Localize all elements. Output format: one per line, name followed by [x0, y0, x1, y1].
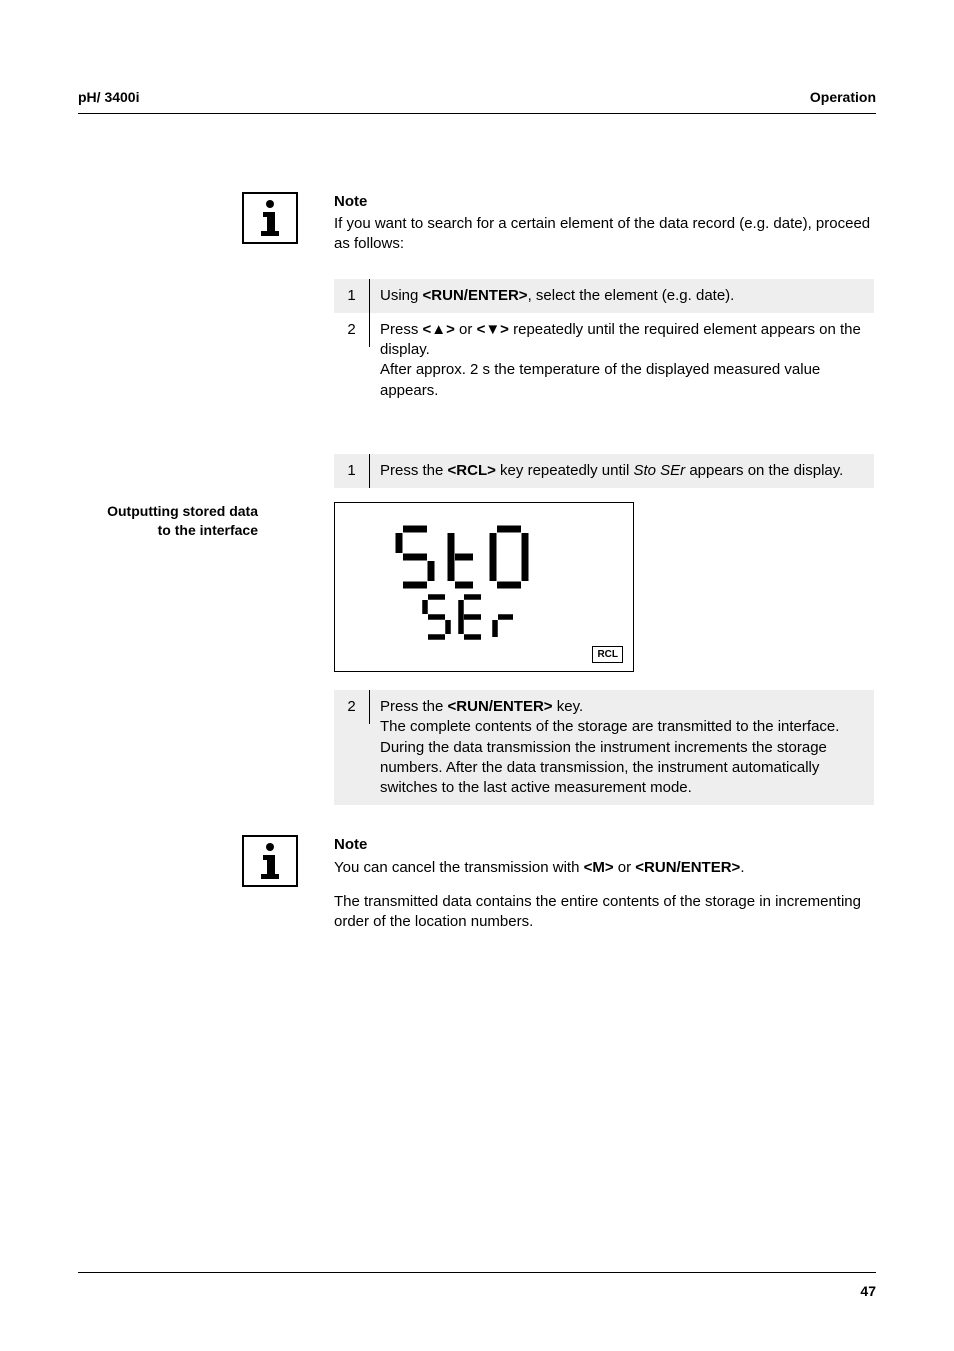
step-row: 1Press the <RCL> key repeatedly until St… [334, 454, 874, 488]
note2-line2: The transmitted data contains the entire… [334, 892, 876, 933]
step-body: Press the <RCL> key repeatedly until Sto… [370, 454, 874, 488]
search-steps: 1Using <RUN/ENTER>, select the element (… [334, 279, 874, 408]
page-header: pH/ 3400i Operation [78, 88, 876, 114]
page-number: 47 [860, 1282, 876, 1301]
info-icon [242, 192, 298, 244]
note-search: Note If you want to search for a certain… [258, 192, 876, 255]
step-row: 2Press <▲> or <▼> repeatedly until the r… [334, 313, 874, 408]
note-cancel: Note You can cancel the transmission wit… [258, 835, 876, 932]
rcl-badge: RCL [592, 646, 623, 664]
note-heading: Note [334, 835, 876, 855]
step-table-output-1: 1Press the <RCL> key repeatedly until St… [334, 454, 874, 488]
note-heading: Note [334, 192, 876, 212]
note2-line1: You can cancel the transmission with <M>… [334, 858, 876, 878]
lcd-svg [335, 503, 635, 673]
step-number: 1 [334, 279, 370, 313]
step-row: 2Press the <RUN/ENTER> key.The complete … [334, 690, 874, 805]
step-row: 1Using <RUN/ENTER>, select the element (… [334, 279, 874, 313]
step-table-search: 1Using <RUN/ENTER>, select the element (… [334, 279, 874, 408]
header-right: Operation [810, 88, 876, 107]
step-body: Press <▲> or <▼> repeatedly until the re… [370, 313, 874, 408]
side-heading: Outputting stored data to the interface [78, 502, 258, 540]
step-table-output-2: 2Press the <RUN/ENTER> key.The complete … [334, 690, 874, 805]
step-number: 1 [334, 454, 370, 488]
footer-rule [78, 1272, 876, 1273]
step-body: Press the <RUN/ENTER> key.The complete c… [370, 690, 874, 805]
info-icon [242, 835, 298, 887]
step-number: 2 [334, 690, 370, 724]
step-number: 2 [334, 313, 370, 347]
note-body: If you want to search for a certain elem… [334, 214, 876, 255]
lcd-display: RCL [334, 502, 634, 672]
header-left: pH/ 3400i [78, 88, 139, 107]
step-body: Using <RUN/ENTER>, select the element (e… [370, 279, 874, 313]
output-steps-1: 1Press the <RCL> key repeatedly until St… [334, 454, 874, 806]
